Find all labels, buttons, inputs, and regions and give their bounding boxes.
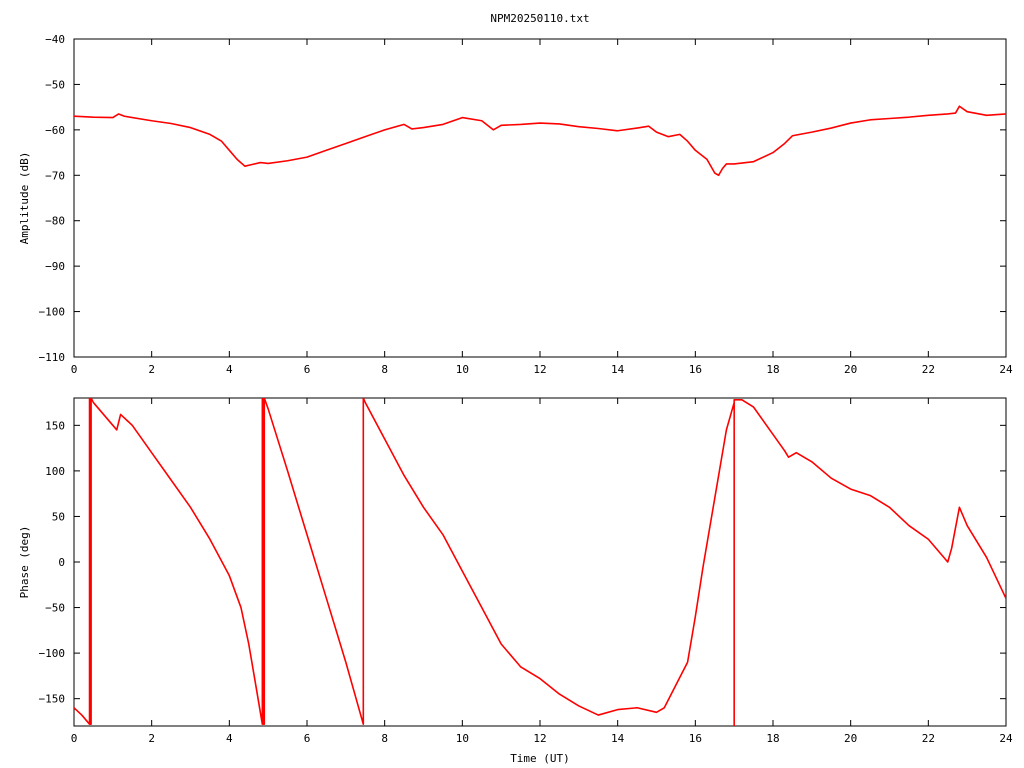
phase-xtick-label: 2	[148, 732, 155, 745]
amplitude-ytick-label: −40	[45, 33, 65, 46]
amplitude-xtick-label: 14	[611, 363, 625, 376]
amplitude-ytick-label: −110	[39, 351, 66, 364]
amplitude-xtick-label: 8	[381, 363, 388, 376]
amplitude-ytick-label: −80	[45, 215, 65, 228]
phase-series-line	[74, 398, 1006, 726]
phase-xtick-label: 4	[226, 732, 233, 745]
phase-ytick-label: 50	[52, 510, 65, 523]
amplitude-xtick-label: 2	[148, 363, 155, 376]
amplitude-xtick-label: 6	[304, 363, 311, 376]
phase-xtick-label: 0	[71, 732, 78, 745]
amplitude-series-line	[74, 105, 1006, 177]
phase-x-axis-label: Time (UT)	[510, 752, 570, 765]
amplitude-xtick-label: 4	[226, 363, 233, 376]
amplitude-xtick-label: 24	[999, 363, 1013, 376]
phase-xtick-label: 10	[456, 732, 469, 745]
phase-ytick-label: 150	[45, 419, 65, 432]
amplitude-plot-frame	[73, 38, 1007, 358]
phase-xtick-label: 16	[689, 732, 702, 745]
phase-xtick-label: 6	[304, 732, 311, 745]
phase-plot-frame	[73, 397, 1007, 727]
amplitude-xtick-label: 0	[71, 363, 78, 376]
amplitude-xtick-label: 16	[689, 363, 702, 376]
amplitude-ytick-label: −60	[45, 124, 65, 137]
amplitude-xtick-label: 22	[922, 363, 935, 376]
phase-panel: 0 2 4 6 8 10 12 14 16 18 20 22 24150100500−50−100−15…	[18, 397, 1013, 765]
chart-title: NPM20250110.txt	[490, 12, 589, 25]
amplitude-xtick-label: 10	[456, 363, 469, 376]
amplitude-xtick-label: 12	[533, 363, 546, 376]
phase-xtick-label: 18	[766, 732, 779, 745]
amplitude-xtick-label: 20	[844, 363, 857, 376]
amplitude-ytick-label: −50	[45, 78, 65, 91]
phase-xtick-label: 22	[922, 732, 935, 745]
amplitude-panel: 0 2 4 6 8 10 12 14 16 18 20 22 24−40−50−60−70−80−90−…	[18, 12, 1013, 376]
phase-ytick-label: −150	[39, 693, 66, 706]
phase-xtick-label: 20	[844, 732, 857, 745]
phase-ytick-label: 0	[58, 556, 65, 569]
phase-ytick-label: 100	[45, 465, 65, 478]
phase-ytick-label: −100	[39, 647, 66, 660]
amplitude-ytick-label: −100	[39, 306, 66, 319]
amplitude-ytick-label: −70	[45, 169, 65, 182]
phase-xtick-label: 14	[611, 732, 625, 745]
phase-ytick-label: −50	[45, 602, 65, 615]
phase-xtick-label: 12	[533, 732, 546, 745]
amplitude-xtick-label: 18	[766, 363, 779, 376]
phase-y-axis-label: Phase (deg)	[18, 526, 31, 599]
amplitude-y-axis-label: Amplitude (dB)	[18, 152, 31, 245]
phase-xtick-label: 24	[999, 732, 1013, 745]
amplitude-ytick-label: −90	[45, 260, 65, 273]
phase-xtick-label: 8	[381, 732, 388, 745]
